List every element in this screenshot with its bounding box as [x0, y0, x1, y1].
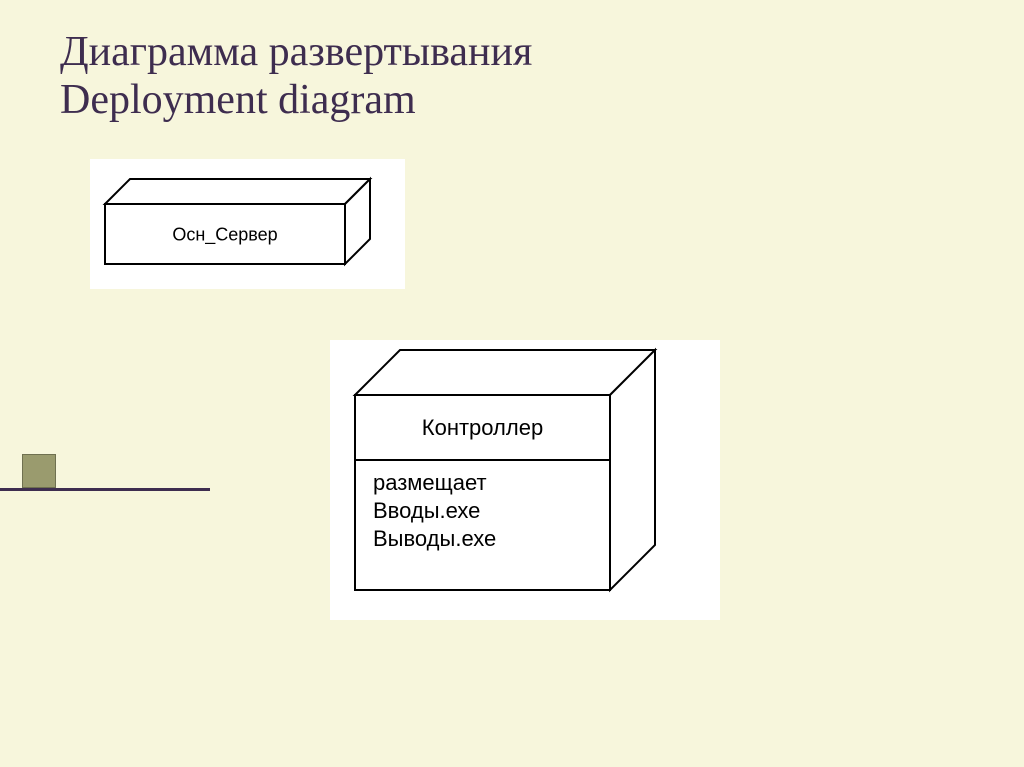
server-label: Осн_Сервер [172, 224, 277, 245]
server-cuboid: Осн_Сервер [90, 159, 405, 289]
controller-section-line: размещает [373, 470, 487, 495]
controller-label: Контроллер [422, 415, 543, 440]
controller-section-line: Вводы.ехе [373, 498, 480, 523]
slide: Диаграмма развертывания Deployment diagr… [0, 0, 1024, 767]
controller-cuboid: Контроллер размещает Вводы.ехе Выводы.ехе [330, 340, 720, 620]
title-line-1: Диаграмма развертывания [60, 28, 960, 76]
title-line-2: Deployment diagram [60, 76, 960, 124]
controller-section-line: Выводы.ехе [373, 526, 496, 551]
accent-square [22, 454, 56, 488]
slide-title: Диаграмма развертывания Deployment diagr… [60, 28, 960, 125]
accent-underline [0, 488, 210, 491]
node-server: Осн_Сервер [90, 159, 405, 289]
node-controller: Контроллер размещает Вводы.ехе Выводы.ехе [330, 340, 720, 620]
